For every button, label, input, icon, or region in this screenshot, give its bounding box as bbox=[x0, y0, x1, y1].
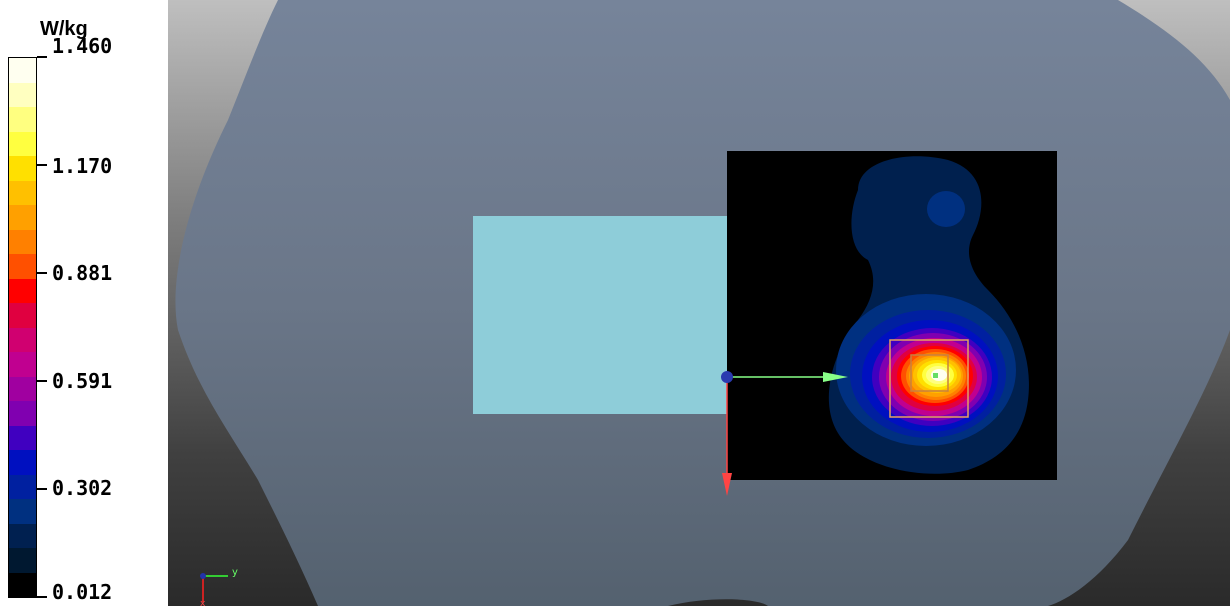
3d-viewport[interactable]: y x bbox=[168, 0, 1230, 606]
color-band bbox=[9, 425, 36, 450]
triad-x-label: x bbox=[200, 599, 206, 606]
tick-mark bbox=[37, 380, 47, 382]
color-band bbox=[9, 180, 36, 205]
triad-y-label: y bbox=[232, 567, 238, 578]
legend-unit: W/kg bbox=[40, 18, 88, 40]
color-band bbox=[9, 572, 36, 597]
orientation-triad: y x bbox=[200, 567, 238, 606]
color-band bbox=[9, 205, 36, 230]
color-band bbox=[9, 82, 36, 107]
tick-label: 0.881 bbox=[52, 261, 113, 285]
color-band bbox=[9, 229, 36, 254]
tick-label: 1.170 bbox=[52, 154, 113, 178]
colorbar-legend: W/kg 1.460 1.170 0.881 0.591 0.302 0.012 bbox=[0, 0, 168, 606]
color-band bbox=[9, 156, 36, 181]
tick-label: 0.591 bbox=[52, 369, 113, 393]
tick-mark bbox=[37, 164, 47, 166]
color-band bbox=[9, 376, 36, 401]
source-rectangle bbox=[473, 216, 728, 414]
tick-mark bbox=[37, 56, 47, 58]
color-band bbox=[9, 548, 36, 573]
color-band bbox=[9, 278, 36, 303]
tick-mark bbox=[37, 596, 47, 598]
viewport-scene: y x bbox=[175, 0, 1230, 606]
tick-label: 0.302 bbox=[52, 476, 113, 500]
color-scale-bar bbox=[8, 57, 37, 598]
color-band bbox=[9, 327, 36, 352]
color-band bbox=[9, 303, 36, 328]
zoom-scan-outer-box bbox=[889, 339, 969, 418]
color-band bbox=[9, 499, 36, 524]
tick-mark bbox=[37, 488, 47, 490]
color-band bbox=[9, 254, 36, 279]
color-band bbox=[9, 131, 36, 156]
color-band bbox=[9, 107, 36, 132]
zoom-scan-inner-box bbox=[910, 354, 949, 392]
peak-marker bbox=[933, 373, 938, 378]
color-band bbox=[9, 58, 36, 83]
color-band bbox=[9, 523, 36, 548]
color-band bbox=[9, 352, 36, 377]
color-band bbox=[9, 474, 36, 499]
color-band bbox=[9, 450, 36, 475]
tick-label-max: 1.460 bbox=[52, 34, 113, 58]
tick-label-min: 0.012 bbox=[52, 580, 113, 604]
coordinate-axes bbox=[721, 371, 848, 496]
color-band bbox=[9, 401, 36, 426]
tick-mark bbox=[37, 272, 47, 274]
